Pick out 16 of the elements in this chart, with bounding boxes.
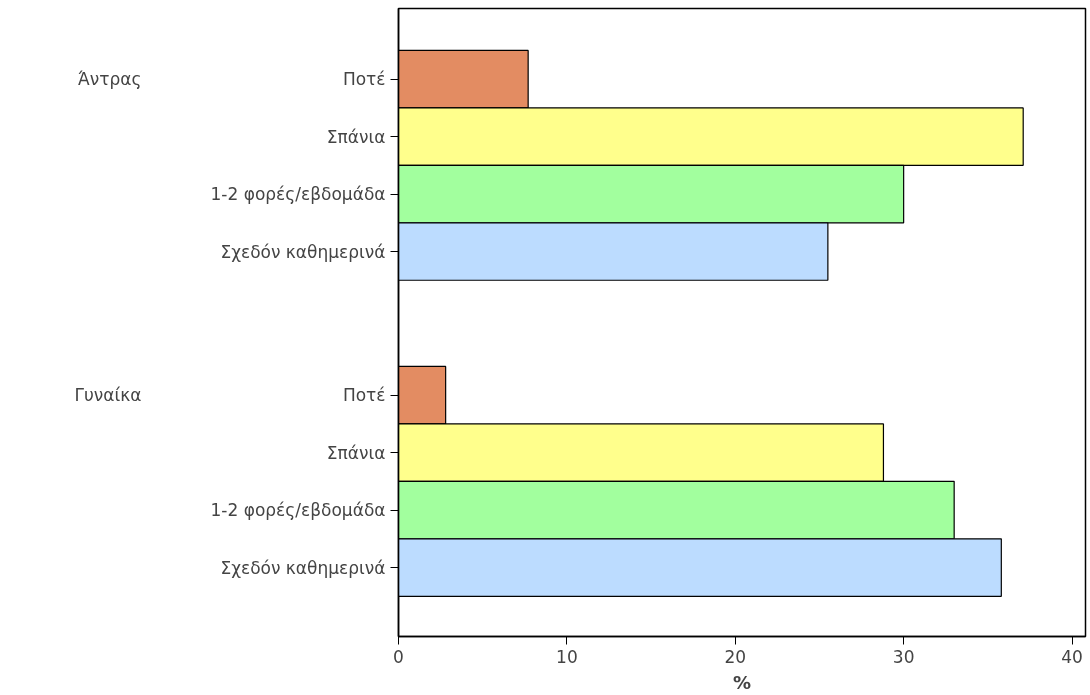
x-tick-label: 30	[892, 646, 915, 667]
y-tick-label: Σχεδόν καθημερινά	[220, 241, 386, 262]
text: Γυναίκα	[74, 385, 142, 406]
y-tick-label: Σχεδόν καθημερινά	[220, 557, 386, 578]
y-tick-label: Σπάνια	[326, 442, 386, 463]
x-tick-label: 20	[724, 646, 747, 667]
y-tick-label: Ποτέ	[342, 385, 386, 406]
y-tick-label: Σπάνια	[326, 126, 386, 147]
y-tick-label: Ποτέ	[342, 69, 386, 90]
text: Άντρας	[78, 69, 142, 90]
y-tick-label: 1-2 φορές/εβδομάδα	[210, 500, 386, 521]
y-tick-label: 1-2 φορές/εβδομάδα	[210, 184, 386, 205]
x-tick-label: 40	[1061, 646, 1083, 667]
x-tick-label: 0	[393, 646, 404, 667]
x-tick-label: 10	[556, 646, 578, 667]
x-axis-title: %	[732, 671, 752, 693]
